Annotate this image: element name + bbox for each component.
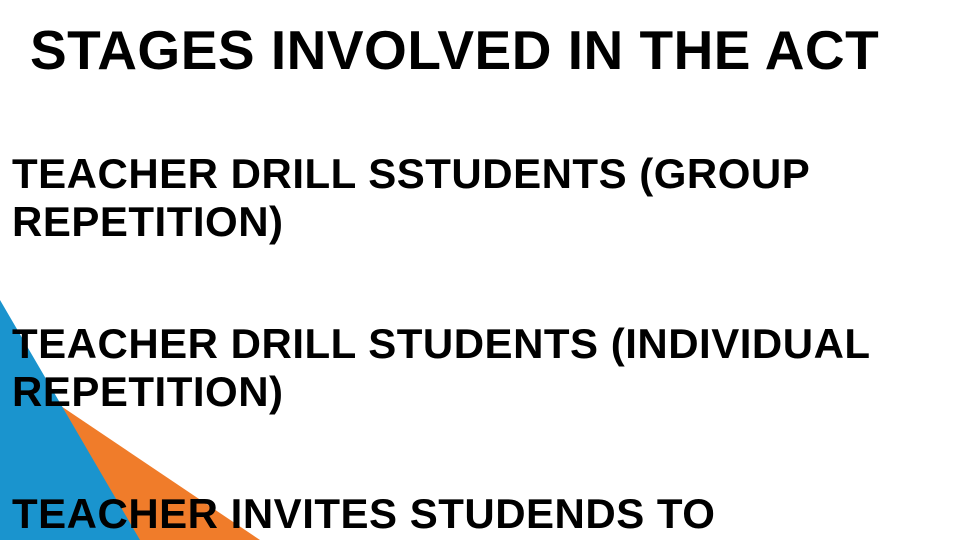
slide-title: STAGES INVOLVED IN THE ACT <box>30 18 960 82</box>
slide: STAGES INVOLVED IN THE ACT TEACHER DRILL… <box>0 0 960 540</box>
content-layer: STAGES INVOLVED IN THE ACT TEACHER DRILL… <box>0 0 960 540</box>
paragraph-2: TEACHER DRILL STUDENTS (INDIVIDUAL REPET… <box>12 320 940 417</box>
paragraph-1: TEACHER DRILL SSTUDENTS (GROUP REPETITIO… <box>12 150 940 247</box>
paragraph-3: TEACHER INVITES STUDENDS TO <box>12 490 940 538</box>
